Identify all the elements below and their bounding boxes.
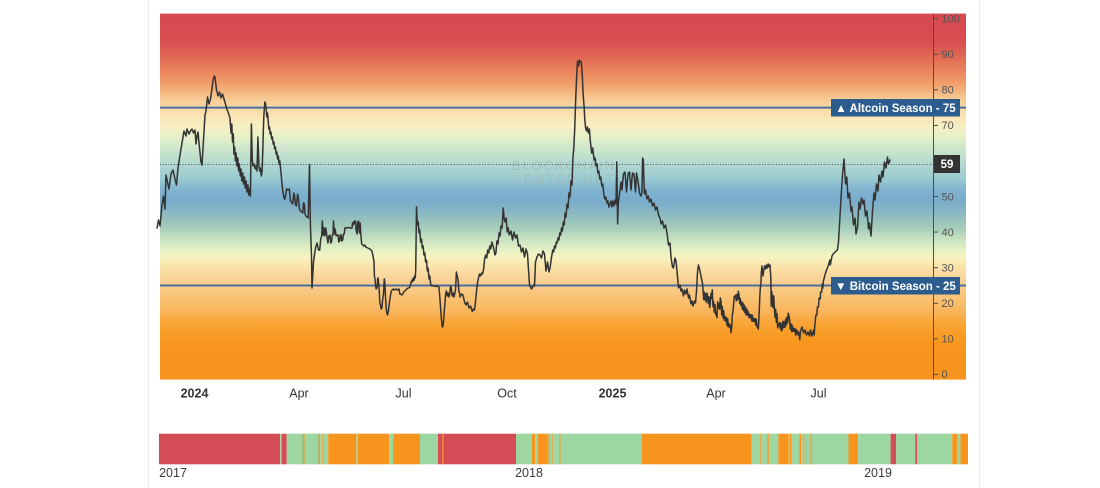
svg-text:59: 59 [941, 159, 954, 171]
svg-text:20: 20 [942, 298, 954, 310]
svg-text:Apr: Apr [706, 387, 725, 401]
svg-text:BLOCKCHAIN: BLOCKCHAIN [512, 158, 617, 173]
svg-text:30: 30 [942, 263, 954, 275]
svg-text:10: 10 [942, 334, 954, 346]
svg-text:2024: 2024 [181, 387, 209, 401]
svg-text:Oct: Oct [497, 387, 517, 401]
svg-text:Jul: Jul [396, 387, 412, 401]
svg-text:2019: 2019 [864, 466, 892, 480]
svg-text:40: 40 [942, 227, 954, 239]
svg-text:0: 0 [942, 369, 948, 381]
svg-text:2025: 2025 [599, 387, 627, 401]
svg-text:80: 80 [942, 85, 954, 97]
svg-text:▼ Bitcoin Season - 25: ▼ Bitcoin Season - 25 [835, 281, 956, 293]
svg-text:100: 100 [942, 14, 960, 26]
svg-text:▲ Altcoin Season - 75: ▲ Altcoin Season - 75 [835, 103, 956, 115]
svg-text:2017: 2017 [159, 466, 187, 480]
svg-text:2018: 2018 [515, 466, 543, 480]
svg-text:50: 50 [942, 191, 954, 203]
svg-text:90: 90 [942, 49, 954, 61]
svg-text:70: 70 [942, 120, 954, 132]
svg-text:CENTER.NET: CENTER.NET [512, 172, 615, 187]
svg-text:Apr: Apr [289, 387, 308, 401]
svg-text:Jul: Jul [811, 387, 827, 401]
